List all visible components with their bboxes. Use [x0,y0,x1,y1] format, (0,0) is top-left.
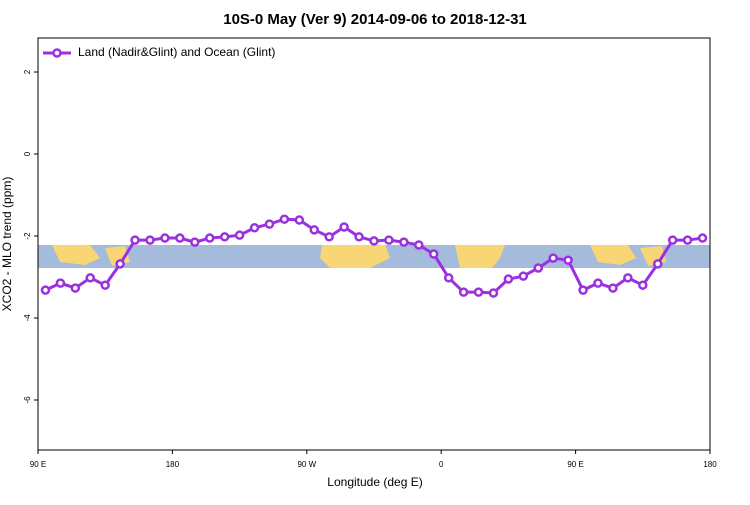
point [623,273,633,283]
point [593,278,603,288]
point [414,240,424,250]
point [175,233,185,243]
legend-marker [52,48,62,58]
x-tick-label: 0 [439,460,444,469]
point [40,285,51,295]
point [369,236,379,246]
y-tick-label: -6 [23,396,32,404]
point [548,253,558,263]
point [667,235,678,245]
point [578,285,588,295]
point [190,237,200,247]
y-tick-label: 2 [23,69,32,74]
x-tick-label: 90 W [297,460,316,469]
point [682,235,693,245]
point [488,288,499,298]
point [324,232,334,242]
point [697,233,708,243]
point [608,283,618,293]
point [428,249,439,259]
point [458,287,469,297]
x-tick-label: 90 E [567,460,583,469]
point [399,237,409,247]
point [533,263,544,273]
point [309,225,320,235]
point [339,222,349,232]
point [100,280,110,290]
point [384,235,394,245]
chart-title: 10S-0 May (Ver 9) 2014-09-06 to 2018-12-… [223,11,527,28]
x-tick-label: 180 [166,460,180,469]
point [563,255,573,265]
point [70,283,81,293]
x-axis-label: Longitude (deg E) [327,475,422,489]
map-band [38,245,710,268]
y-axis-label: XCO2 - MLO trend (ppm) [0,177,14,312]
point [115,259,125,269]
point [652,259,663,269]
point [294,215,305,225]
point [518,271,529,281]
legend-label: Land (Nadir&Glint) and Ocean (Glint) [78,45,275,59]
x-tick-label: 180 [703,460,717,469]
point [160,233,170,243]
point [55,278,66,288]
point [219,232,230,242]
point [443,273,454,283]
y-tick-label: 0 [23,151,32,156]
point [503,274,514,284]
point [264,219,275,229]
plot-frame [37,37,711,451]
point [130,235,140,245]
x-tick-label: 90 E [30,460,46,469]
point [354,232,364,242]
y-tick-label: -2 [23,232,32,240]
point [279,214,290,224]
point [145,235,155,245]
point [638,280,648,290]
point [473,287,484,297]
y-tick-label: -4 [23,314,32,322]
point [249,223,260,233]
point [85,273,96,283]
point [204,233,215,243]
point [234,230,245,240]
